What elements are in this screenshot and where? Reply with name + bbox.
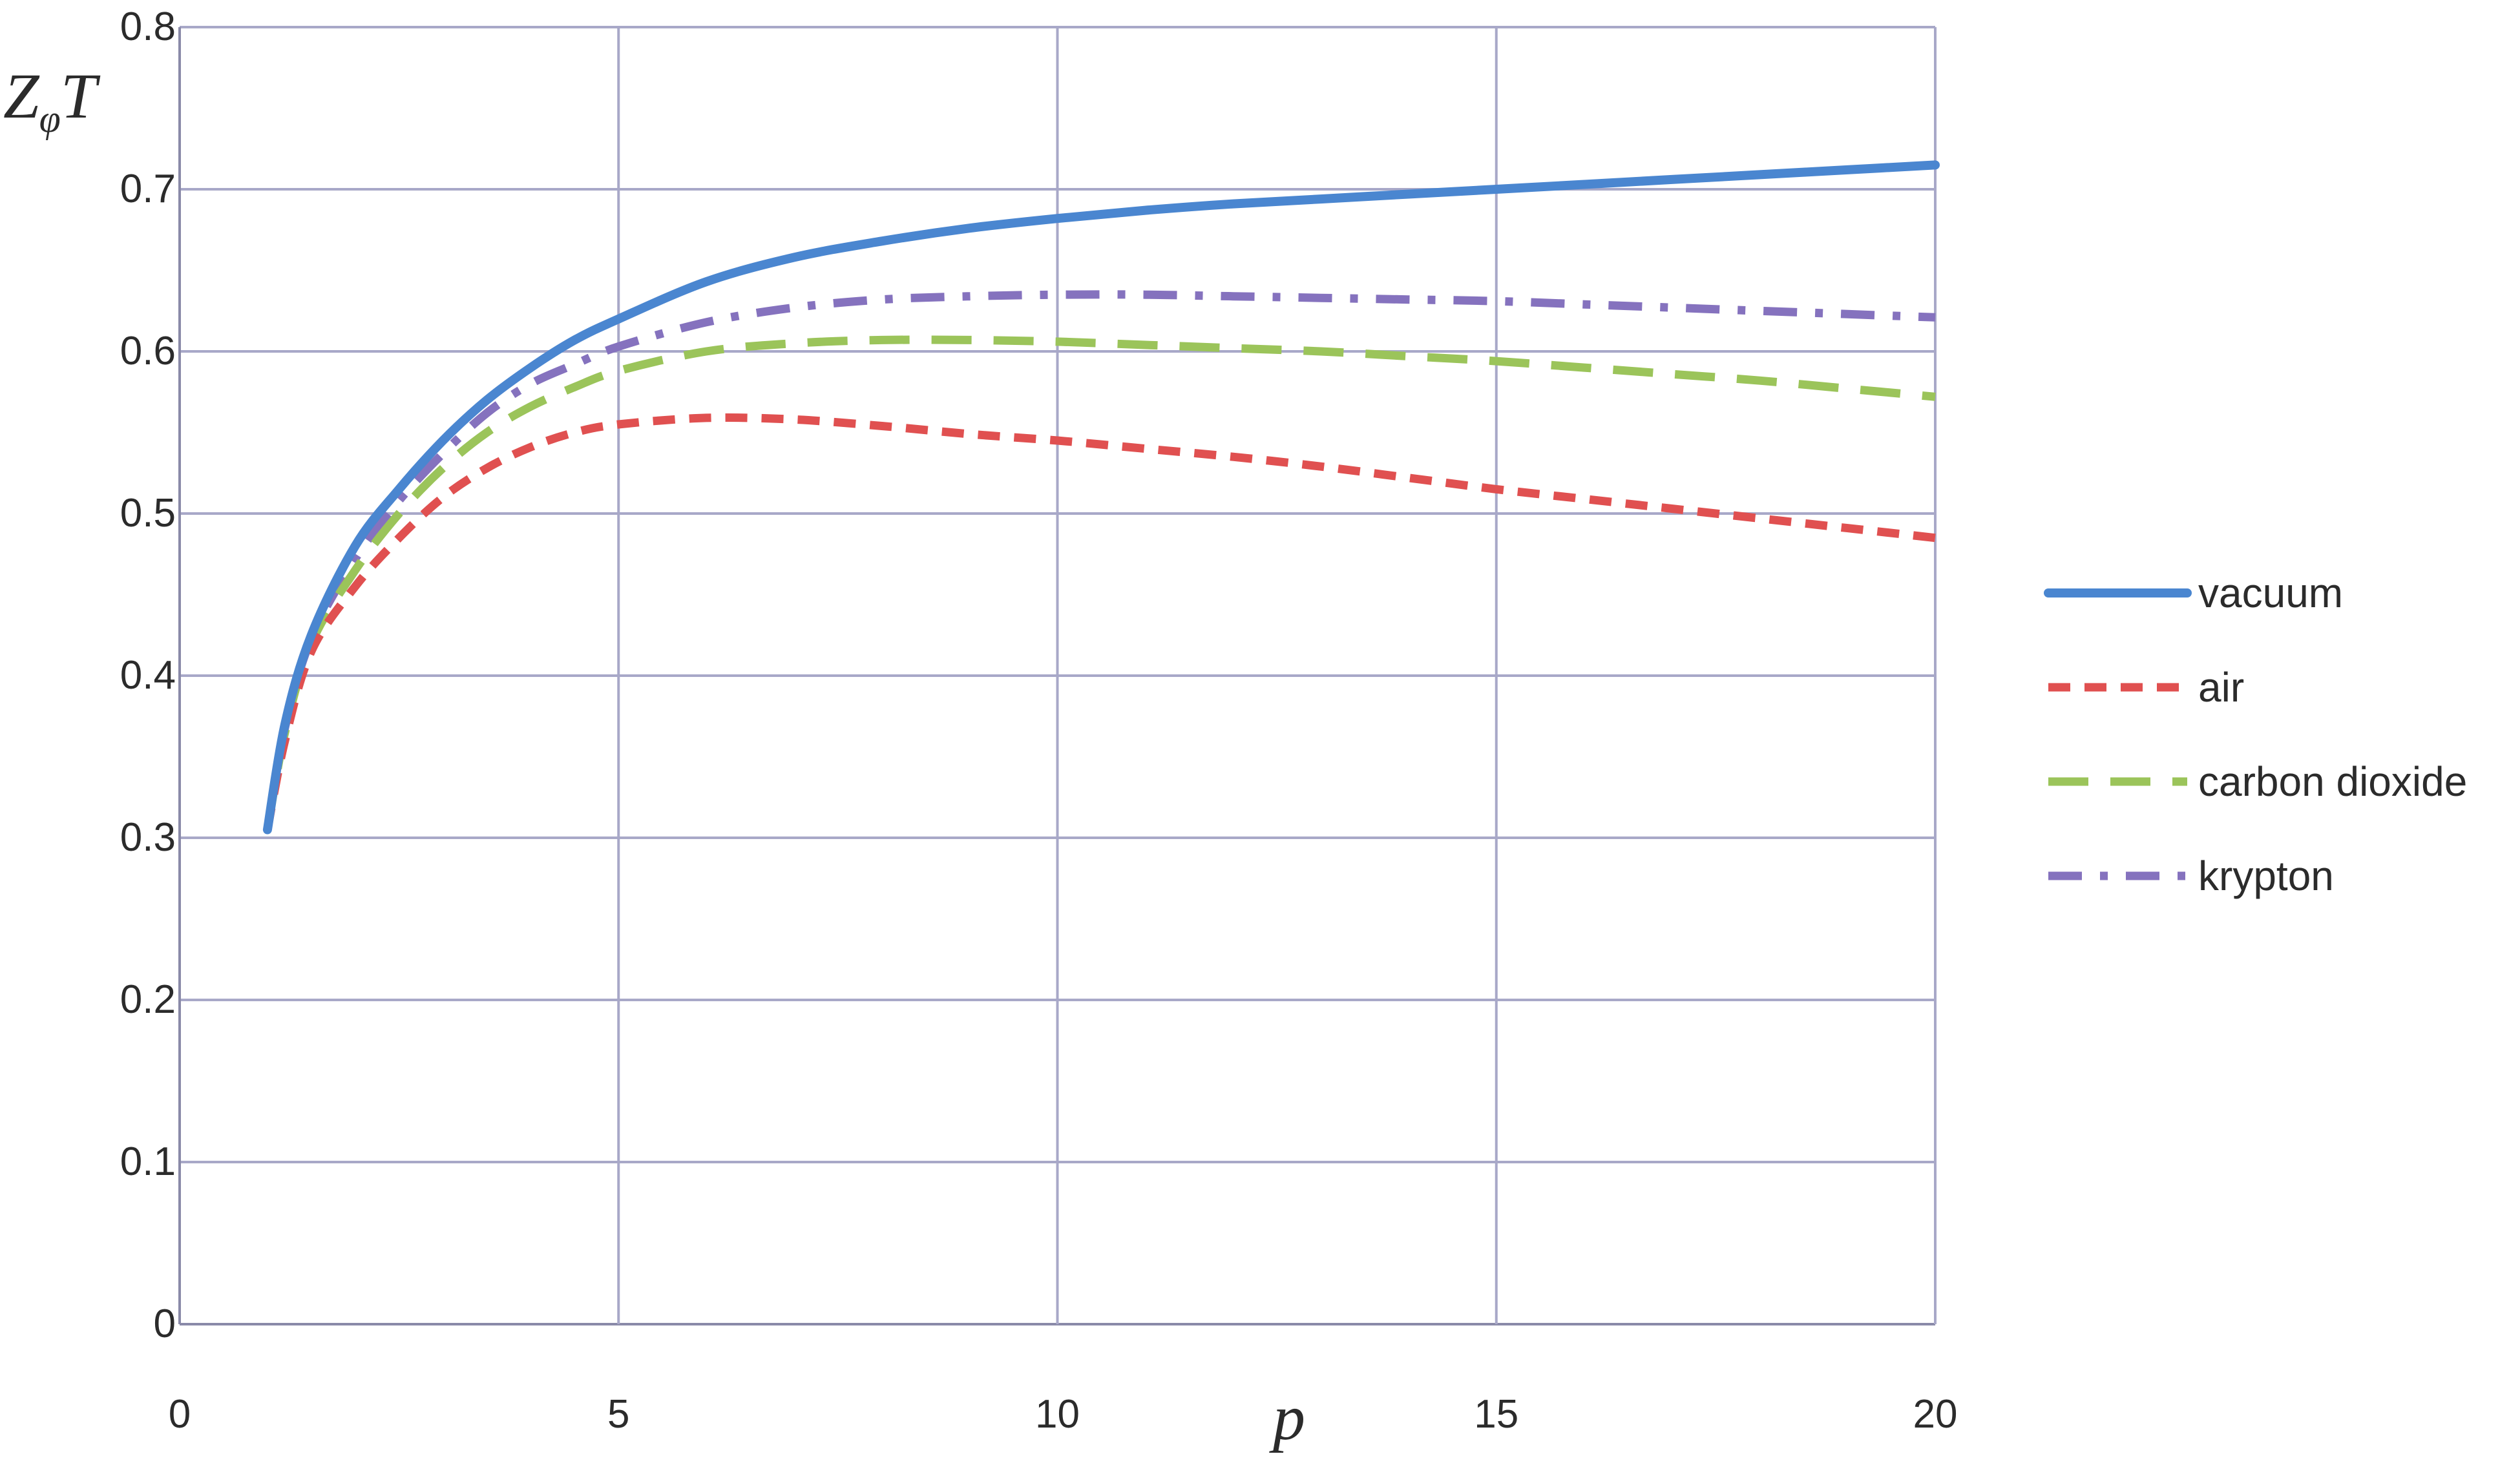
x-tick-label: 0	[169, 1392, 191, 1437]
legend-label-vacuum: vacuum	[2198, 570, 2343, 616]
x-tick-label: 20	[1913, 1392, 1958, 1437]
tick-layer: 0 0.1 0.2 0.3 0.4 0.5 0.6 0.7 0.8 0 5 10 15 20	[120, 5, 1958, 1437]
series-line-carbon-dioxide	[263, 335, 1936, 831]
y-tick-label: 0.8	[120, 5, 176, 49]
y-axis-label: ZφT	[3, 60, 101, 140]
x-tick-label: 15	[1474, 1392, 1518, 1437]
y-axis-label-main: Z	[3, 60, 40, 132]
y-tick-label: 0.3	[120, 815, 176, 860]
x-axis-label: p	[1269, 1382, 1305, 1453]
series-layer	[262, 160, 1940, 835]
legend-label-air: air	[2198, 664, 2244, 711]
y-tick-label: 0.4	[120, 653, 176, 698]
legend: vacuum air carbon dioxide krypton	[2044, 570, 2467, 899]
y-tick-label: 0	[154, 1302, 176, 1346]
y-tick-label: 0.2	[120, 977, 176, 1022]
y-axis-label-subscript: φ	[39, 98, 61, 140]
y-axis-label-tail: T	[61, 60, 101, 132]
y-tick-label: 0.6	[120, 329, 176, 373]
series-line-krypton	[263, 290, 1936, 831]
series-line-vacuum	[262, 160, 1940, 835]
x-tick-label: 5	[607, 1392, 629, 1437]
y-tick-label: 0.7	[120, 167, 176, 211]
legend-label-krypton: krypton	[2198, 853, 2334, 899]
grid-layer	[178, 26, 1937, 1325]
legend-label-carbon-dioxide: carbon dioxide	[2198, 758, 2467, 805]
y-tick-label: 0.5	[120, 491, 176, 535]
y-tick-label: 0.1	[120, 1139, 176, 1184]
x-tick-label: 10	[1035, 1392, 1080, 1437]
series-line-air	[263, 413, 1936, 831]
